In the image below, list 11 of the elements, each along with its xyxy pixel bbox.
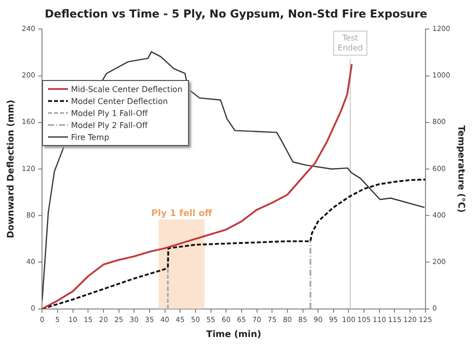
legend-label: Model Ply 1 Fall-Off bbox=[71, 108, 148, 118]
y-axis-title: Downward Deflection (mm) bbox=[6, 100, 17, 238]
legend-label: Fire Temp bbox=[71, 132, 110, 142]
legend-label: Model Center Deflection bbox=[71, 96, 168, 106]
y2-axis-title: Temperature (°C) bbox=[455, 125, 466, 213]
band-label: Ply 1 fell off bbox=[151, 209, 213, 220]
chart-title: Deflection vs Time - 5 Ply, No Gypsum, Non-Std Fire Exposure bbox=[44, 7, 428, 20]
x-axis-title: Time (min) bbox=[206, 330, 262, 340]
legend-label: Mid-Scale Center Deflection bbox=[71, 84, 182, 94]
ref-line-label: Test Ended bbox=[338, 33, 363, 52]
legend-label: Model Ply 2 Fall-Off bbox=[71, 120, 148, 130]
